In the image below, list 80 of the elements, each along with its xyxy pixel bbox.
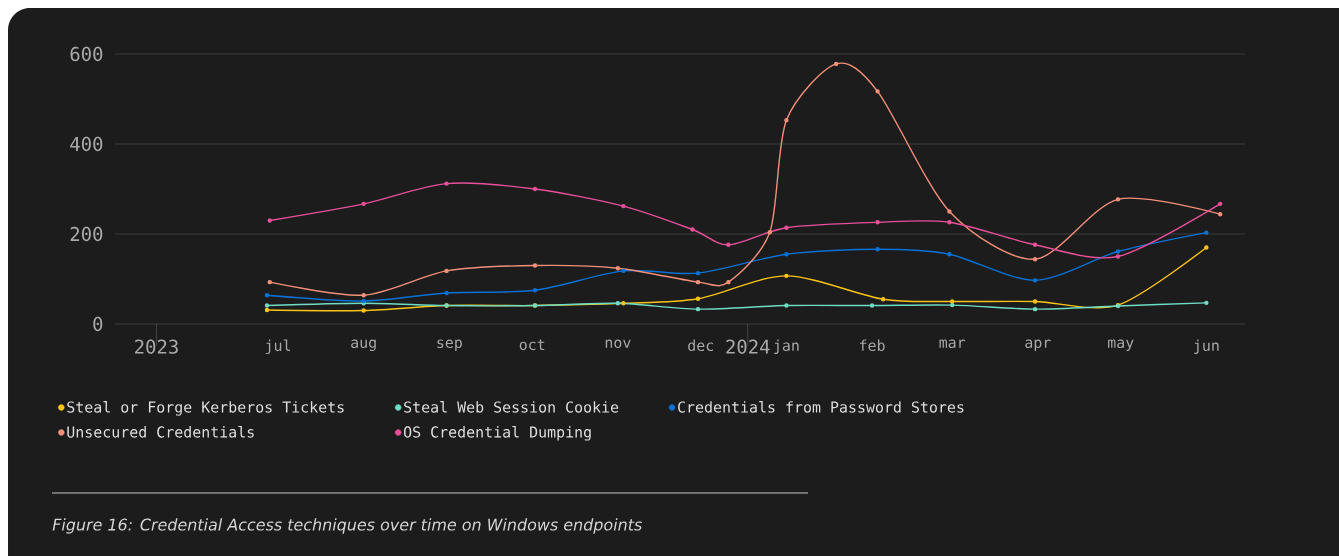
point [621,301,626,306]
point [767,229,773,235]
point [444,290,449,296]
point [532,288,538,293]
point [695,270,701,276]
point [949,299,955,304]
point [264,303,270,308]
point [1204,300,1209,306]
point [444,181,449,186]
point [784,273,789,279]
point [532,186,538,192]
point [695,296,701,301]
legend-label: OS Credential Dumping [404,425,591,441]
point [875,247,880,252]
point [833,61,839,67]
point [444,268,449,274]
point [695,306,701,312]
point [784,303,789,308]
legend-label: Steal Web Session Cookie [404,401,619,413]
y-tick-label: 400 [70,136,103,152]
legend-label: Credentials from Password Stores [678,401,964,413]
point [361,201,366,207]
x-tick-label: apr [1025,339,1051,351]
point [726,279,731,285]
point [532,263,538,268]
point [1218,201,1223,207]
point [361,292,366,298]
x-tick-label: dec [688,339,713,352]
point [615,265,621,271]
point [621,268,626,274]
point [1204,245,1209,250]
point [949,302,955,308]
point [1115,197,1121,202]
point [264,292,270,298]
x-tick-label: aug [351,339,376,352]
point [267,218,272,223]
point [947,209,952,214]
point [615,301,621,306]
caption: Figure 16: Credential Access techniques over time on Windows endpoints [52,518,642,534]
point [1218,211,1223,217]
x-tick-label: may [1108,339,1134,351]
point [264,307,270,313]
x-tick-label: 2024 [726,339,770,354]
point [267,279,272,285]
point [784,117,789,123]
x-tick-label: feb [859,339,885,352]
x-tick-label: oct [519,339,545,351]
point [869,303,875,308]
point [1032,242,1038,247]
legend-label: Steal or Forge Kerberos Tickets [67,401,344,416]
y-tick-label: 600 [70,46,103,62]
point [726,242,731,247]
point [621,203,626,209]
point [947,252,952,257]
point [361,308,366,313]
point [1032,299,1038,304]
point [1115,249,1121,254]
point [1115,254,1121,259]
point [1032,256,1038,262]
x-tick-label: nov [605,339,631,349]
point [690,227,695,232]
x-tick-label: jul [265,339,291,355]
x-tick-label: jan [774,339,799,354]
point [784,225,789,230]
point [880,297,886,302]
x-tick-label: mar [939,339,966,349]
x-tick-label: 2023 [135,339,178,354]
x-tick-label: jun [1194,339,1219,354]
point [784,252,789,257]
point [875,220,880,225]
point [1204,230,1209,235]
point [695,279,701,285]
point [1032,306,1038,312]
point [875,89,880,94]
legend-label: Unsecured Credentials [67,425,254,438]
point [947,220,952,225]
y-tick-label: 0 [93,316,103,332]
y-tick-label: 200 [70,226,103,242]
point [1032,278,1038,283]
x-tick-label: sep [437,339,462,351]
